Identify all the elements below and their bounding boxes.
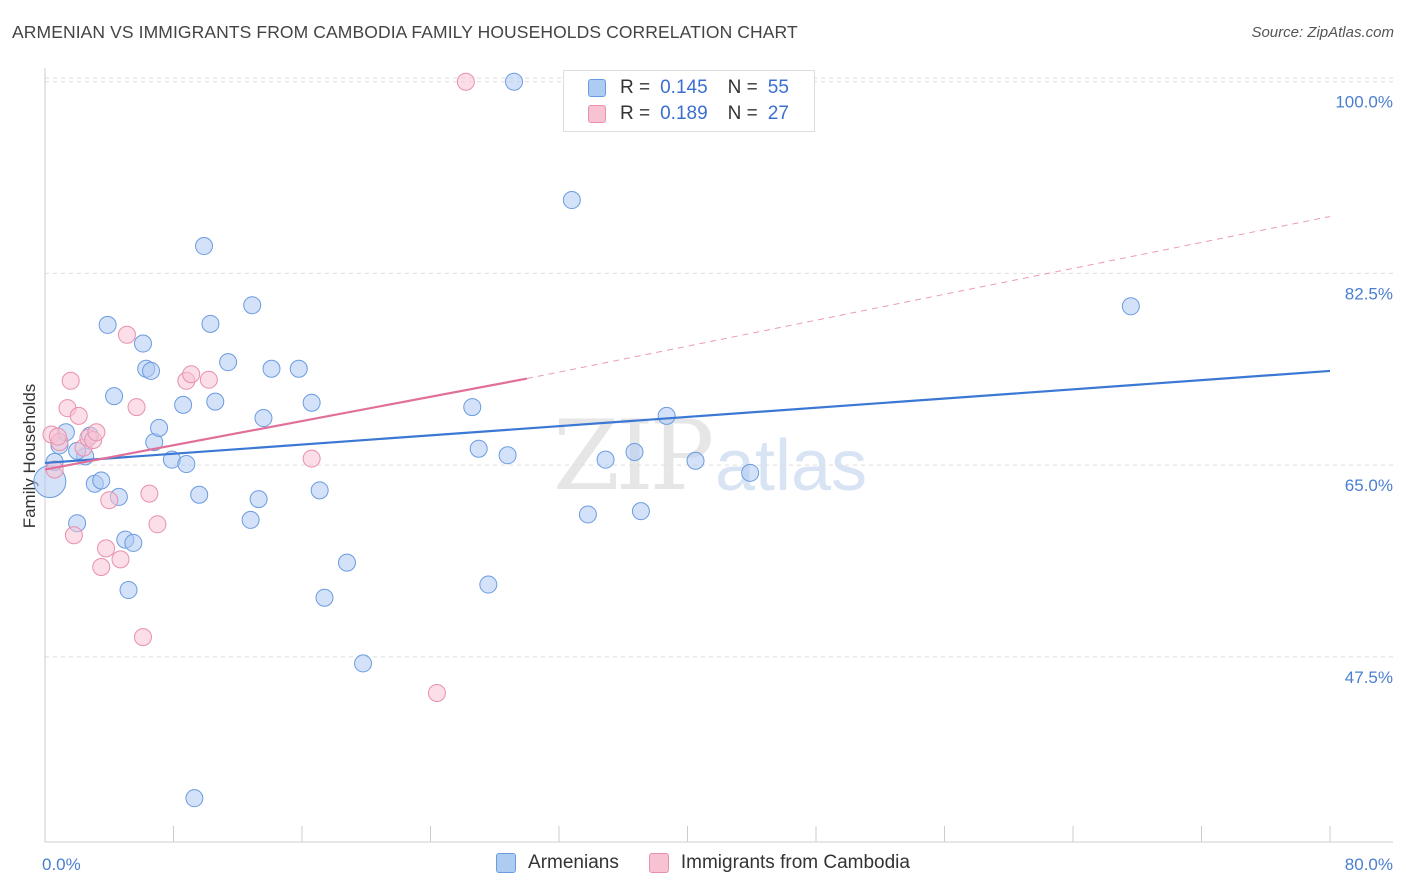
y-tick-label: 82.5% [1345,284,1393,303]
armenian-point [254,409,273,428]
legend-row-cambodia: R = 0.189 N = 27 [588,102,789,126]
armenian-point [505,72,524,91]
watermark-atlas: atlas [715,426,868,506]
armenian-point [92,471,111,490]
series-legend: Armenians Immigrants from Cambodia [0,852,1406,874]
armenian-point [105,387,124,406]
cambodia-point [140,484,159,503]
armenian-point [354,654,373,673]
armenian-point [741,463,760,482]
cambodia-point [92,558,111,577]
armenian-point [98,315,117,334]
armenian-point [469,439,488,458]
armenian-point [119,581,138,600]
armenian-point [479,575,498,594]
legend-r-value: 0.189 [660,103,708,124]
cambodia-point [182,365,201,384]
armenian-point [243,296,262,315]
legend-r-label: R = [620,103,651,124]
armenian-point [463,398,482,417]
armenian-point [124,533,143,552]
cambodia-point [127,398,146,417]
cambodia-trendline-extension [526,215,1331,380]
armenian-point [185,789,204,808]
armenian-point [562,191,581,210]
armenian-point [133,334,152,353]
y-tick-label: 47.5% [1345,668,1393,687]
cambodia-point [148,515,167,534]
legend-n-value: 27 [767,103,789,124]
x-tick-label: 0.0% [42,855,81,874]
armenian-point [177,455,196,474]
armenian-point [190,485,209,504]
x-tick-label: 80.0% [1345,855,1393,874]
armenian-point [625,443,644,461]
armenian-point [174,395,193,414]
armenian-point [596,450,615,469]
armenian-point [337,553,356,572]
cambodia-point [87,423,106,442]
legend-swatch-cambodia [648,853,669,873]
legend-r-value: 0.145 [660,77,708,98]
armenian-point [241,510,260,529]
cambodia-point [302,449,321,468]
cambodia-point [61,371,80,390]
armenian-point [219,353,238,372]
cambodia-point [427,684,446,703]
legend-label-armenians: Armenians [528,852,619,873]
armenian-point [310,481,329,500]
armenian-point [315,588,334,607]
source-credit: Source: ZipAtlas.com [1251,24,1394,41]
legend-item-armenians: Armenians [496,852,619,874]
armenian-point [578,505,597,524]
cambodia-point [199,370,218,389]
legend-n-label: N = [727,77,758,98]
cambodia-point [111,550,130,569]
stats-legend: R = 0.145 N = 55 R = 0.189 N = 27 [563,70,815,132]
y-tick-label: 100.0% [1335,93,1393,112]
armenian-point [657,406,676,425]
armenian-point [302,393,321,412]
armenian-point [289,359,308,378]
legend-n-value: 55 [767,77,789,98]
armenian-point [201,314,220,333]
chart-title: ARMENIAN VS IMMIGRANTS FROM CAMBODIA FAM… [12,22,798,42]
legend-item-cambodia: Immigrants from Cambodia [648,852,910,874]
legend-label-cambodia: Immigrants from Cambodia [680,852,910,873]
cambodia-point [69,406,88,425]
legend-r-label: R = [620,77,651,98]
legend-swatch-cambodia [588,105,606,123]
y-tick-label: 65.0% [1345,476,1393,495]
armenian-point [686,451,705,470]
armenian-point [631,502,650,521]
cambodia-point [48,427,67,446]
legend-row-armenians: R = 0.145 N = 55 [588,76,789,100]
legend-swatch-armenians [496,853,517,873]
cambodia-point [117,325,136,344]
cambodia-trendline [44,377,528,471]
armenian-point [249,490,268,509]
armenian-point [498,446,517,465]
armenian-point [195,237,214,256]
cambodia-point [133,628,152,647]
cambodia-point [456,72,475,91]
cambodia-point [100,491,119,510]
armenian-point [150,418,169,437]
armenian-trendline [44,369,1331,465]
cambodia-point [97,539,116,558]
cambodia-point [64,526,83,545]
armenian-point [262,359,281,378]
armenian-point [1121,297,1140,316]
armenian-point [206,392,225,411]
armenian-point [142,361,161,380]
legend-swatch-armenians [588,79,606,97]
legend-n-label: N = [727,103,758,124]
